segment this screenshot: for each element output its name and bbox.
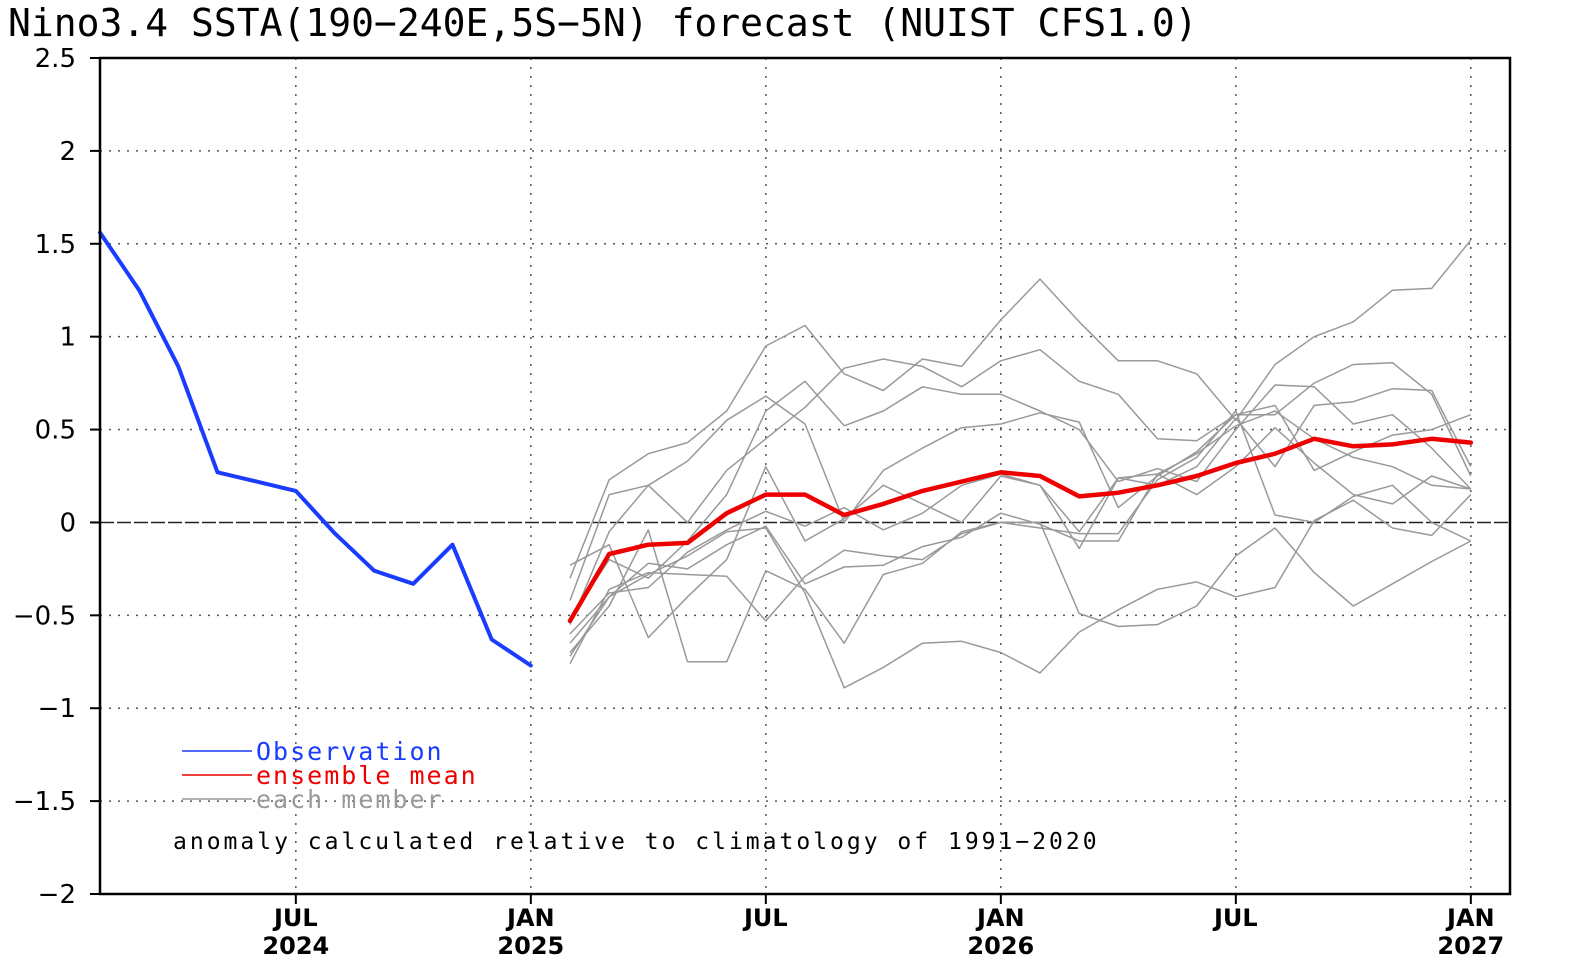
member-line-7 (569, 426, 1472, 644)
legend-label: ensemble mean (256, 761, 478, 790)
member-line-9 (569, 521, 1472, 664)
y-tick-label: 0.5 (35, 416, 76, 446)
plot-area-frame (98, 56, 1512, 896)
climatology-annotation: anomaly calculated relative to climatolo… (173, 829, 1100, 855)
y-tick-label: 2 (59, 137, 76, 167)
y-tick-label: −1.5 (13, 787, 76, 817)
x-tick-label: JAN (505, 904, 555, 932)
y-tick-label: −2 (38, 880, 76, 910)
member-line-2 (569, 348, 1472, 601)
ensemble-mean-line (567, 436, 1474, 624)
y-tick-label: 0 (59, 508, 76, 538)
x-tick-year-label: 2027 (1437, 932, 1504, 960)
observation-line (98, 230, 533, 668)
x-tick-year-label: 2024 (262, 932, 329, 960)
y-tick-label: −1 (38, 694, 76, 724)
legend-label: each member (256, 785, 444, 814)
member-line-8 (569, 410, 1472, 663)
member-line-4 (569, 380, 1472, 620)
member-line-1 (569, 239, 1472, 579)
chart-title: Nino3.4 SSTA(190−240E,5S−5N) forecast (N… (8, 1, 1198, 45)
x-tick-label: JAN (975, 904, 1025, 932)
y-tick-label: 2.5 (35, 44, 76, 74)
member-line-5 (569, 387, 1472, 639)
x-tick-label: JUL (272, 904, 318, 932)
axis-ticks: 2.521.510.50−0.5−1−1.5−2JUL2024JAN2025JU… (13, 44, 1504, 960)
x-tick-year-label: 2025 (497, 932, 564, 960)
x-tick-label: JAN (1445, 904, 1495, 932)
x-tick-year-label: 2026 (967, 932, 1034, 960)
member-line-3 (569, 395, 1472, 625)
grid-lines (100, 58, 1510, 894)
member-series-group (569, 239, 1472, 689)
y-tick-label: −0.5 (13, 601, 76, 631)
x-tick-label: JUL (742, 904, 788, 932)
member-line-10 (569, 494, 1472, 689)
legend-label: Observation (256, 737, 444, 766)
x-tick-label: JUL (1212, 904, 1258, 932)
y-tick-label: 1 (59, 323, 76, 353)
y-tick-label: 1.5 (35, 230, 76, 260)
main-series-group (98, 230, 1474, 668)
